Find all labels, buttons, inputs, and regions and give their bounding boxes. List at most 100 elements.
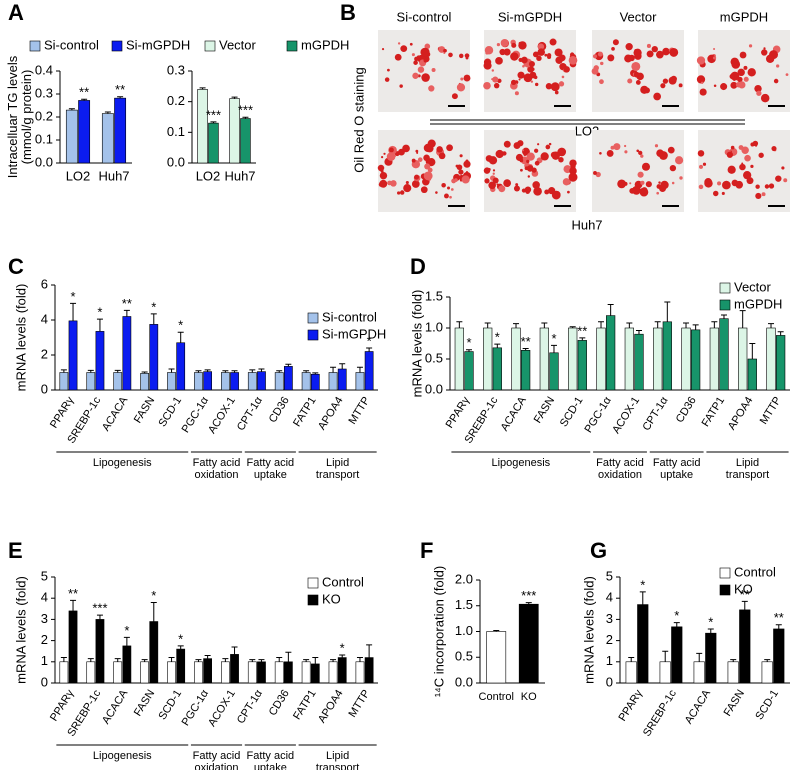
error-bar xyxy=(626,322,633,328)
error-bar xyxy=(366,347,373,352)
lipid-droplet xyxy=(748,44,753,48)
lipid-droplet xyxy=(503,48,511,56)
bar xyxy=(328,372,338,391)
bar xyxy=(78,100,91,164)
error-bar xyxy=(696,652,703,662)
error-bar xyxy=(312,657,319,664)
bar xyxy=(194,661,203,684)
y-tick-label: 6 xyxy=(41,276,48,291)
x-tick-label: SREBP-1c xyxy=(641,687,679,738)
x-tick-label: ACACA xyxy=(100,687,131,726)
y-tick-label: 0 xyxy=(41,674,48,689)
bar xyxy=(247,661,257,684)
bar xyxy=(766,327,776,391)
lipid-droplet xyxy=(545,83,553,90)
lipid-droplet xyxy=(567,190,570,194)
error-bar xyxy=(123,636,130,646)
x-tick-label: CD36 xyxy=(674,395,699,425)
bar xyxy=(114,97,127,164)
bar xyxy=(221,661,230,684)
lipid-droplet xyxy=(754,84,762,93)
lipid-droplet xyxy=(531,67,535,71)
error-bar xyxy=(222,658,229,662)
lipid-droplet xyxy=(739,163,746,171)
y-tick-label: 0.0 xyxy=(167,154,185,169)
y-tick-label: 5 xyxy=(606,568,613,583)
column-label: mGPDH xyxy=(720,9,768,24)
bar xyxy=(705,632,717,684)
error-bar xyxy=(303,370,310,373)
legend-label: Si-mGPDH xyxy=(126,37,190,52)
group-label: transport xyxy=(316,469,359,481)
lipid-droplet xyxy=(521,149,525,152)
lipid-droplet xyxy=(636,149,640,153)
lipid-droplet xyxy=(521,56,528,64)
lipid-droplet xyxy=(463,74,471,82)
legend-swatch xyxy=(307,329,319,341)
significance: * xyxy=(551,331,556,346)
y-tick-label: 5 xyxy=(41,568,48,583)
bar xyxy=(274,372,284,391)
lipid-droplet xyxy=(635,80,641,85)
lipid-droplet xyxy=(628,54,635,62)
x-tick-label: PPARγ xyxy=(48,687,77,723)
bar xyxy=(483,327,493,391)
bar xyxy=(122,316,132,391)
lipid-droplet xyxy=(704,179,713,188)
lipid-droplet xyxy=(698,164,704,169)
lipid-droplet xyxy=(446,144,453,152)
error-bar xyxy=(312,372,319,375)
error-bar xyxy=(550,344,557,353)
lipid-droplet xyxy=(775,175,782,182)
legend-label: Control xyxy=(322,574,364,589)
lipid-droplet xyxy=(534,148,539,153)
error-bar xyxy=(204,654,211,659)
lipid-droplet xyxy=(398,148,405,156)
x-tick-label: LO2 xyxy=(196,168,221,183)
error-bar xyxy=(692,324,699,330)
significance: * xyxy=(151,588,156,603)
y-axis-label: ¹⁴C incorporation (fold) xyxy=(431,566,446,697)
column-label: Si-control xyxy=(397,9,452,24)
y-tick-label: 1.0 xyxy=(425,319,443,334)
lipid-droplet xyxy=(459,154,463,158)
error-bar xyxy=(285,651,292,662)
x-tick-label: SCD-1 xyxy=(558,395,586,429)
x-tick-label: CPT-1α xyxy=(235,394,265,433)
lipid-droplet xyxy=(397,191,401,195)
lipid-droplet xyxy=(720,83,728,91)
y-tick-label: 0.4 xyxy=(35,62,53,77)
lipid-droplet xyxy=(420,186,428,194)
lipid-droplet xyxy=(760,93,770,103)
lipid-droplet xyxy=(551,151,560,160)
lipid-droplet xyxy=(522,64,525,68)
x-tick-label: CD36 xyxy=(267,688,292,718)
bar xyxy=(634,333,644,391)
bar xyxy=(328,661,338,684)
error-bar xyxy=(222,370,229,373)
lipid-droplet xyxy=(739,51,747,59)
error-bar xyxy=(199,87,206,90)
lipid-droplet xyxy=(448,52,453,58)
significance: * xyxy=(71,289,76,304)
lipid-droplet xyxy=(492,172,495,175)
lipid-droplet xyxy=(461,175,470,184)
group-label: oxidation xyxy=(598,469,642,481)
lipid-droplet xyxy=(730,81,738,89)
lipid-droplet xyxy=(413,60,418,65)
lipid-droplet xyxy=(555,56,563,64)
error-bar xyxy=(123,309,130,317)
error-bar xyxy=(707,628,714,634)
bar xyxy=(739,609,751,684)
lipid-droplet xyxy=(405,180,409,185)
lipid-droplet xyxy=(743,65,748,70)
lipid-droplet xyxy=(568,55,578,65)
lipid-droplet xyxy=(545,144,551,150)
lipid-droplet xyxy=(563,66,570,73)
lipid-droplet xyxy=(743,171,752,180)
lipid-droplet xyxy=(517,71,525,79)
lipid-droplet xyxy=(488,181,496,190)
lipid-droplet xyxy=(636,72,644,81)
error-bar xyxy=(150,601,157,622)
lipid-droplet xyxy=(640,154,644,158)
